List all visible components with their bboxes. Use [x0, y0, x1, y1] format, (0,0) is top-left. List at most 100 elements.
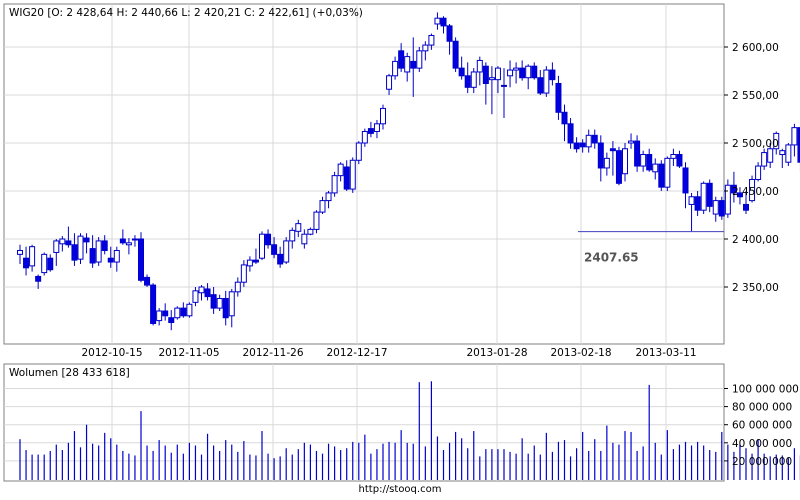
candle [501, 68, 507, 119]
candle-body [609, 148, 616, 152]
candle [585, 129, 592, 153]
candle [186, 302, 193, 318]
candle [349, 157, 356, 193]
candle-body [688, 196, 695, 205]
candle [65, 226, 72, 248]
candle [664, 156, 671, 191]
candle [283, 237, 290, 264]
candle-body [622, 148, 628, 175]
candle [246, 256, 253, 272]
candle-body [591, 134, 598, 144]
candle-body [519, 67, 526, 79]
candle [386, 73, 393, 95]
candle [325, 191, 332, 209]
candle-body [23, 257, 30, 269]
candle [507, 60, 514, 88]
candle [95, 237, 102, 266]
candle [482, 62, 489, 105]
candle [41, 252, 48, 276]
candle-body [210, 294, 217, 309]
candle-body [718, 200, 725, 217]
candle-body [543, 69, 550, 94]
candle-body [488, 77, 495, 81]
candle-body [446, 25, 453, 42]
candle-body [113, 250, 120, 263]
candle-body [773, 132, 780, 150]
source-link[interactable]: http://stooq.com [358, 484, 442, 495]
candle [174, 306, 181, 320]
candle-body [398, 50, 405, 69]
price-x-tick-label: 2012-12-17 [326, 347, 387, 359]
candle-body [652, 163, 659, 173]
volume-gridlines [4, 364, 724, 481]
candle [743, 191, 749, 215]
candle-body [767, 148, 774, 163]
candle-body [410, 60, 417, 69]
candle-body [180, 307, 187, 317]
candle [156, 308, 163, 326]
candle [361, 128, 368, 147]
candle-body [743, 203, 749, 211]
candle [712, 196, 719, 222]
candle-body [513, 67, 520, 71]
candle [29, 244, 36, 272]
candle [343, 160, 350, 191]
candle [295, 219, 302, 238]
candle [567, 118, 574, 149]
candle [646, 148, 653, 172]
candle-body [313, 211, 320, 230]
candle-body [749, 178, 756, 202]
candle [210, 287, 217, 314]
candle [634, 135, 641, 172]
candle-body [476, 59, 483, 73]
price-x-tick-label: 2012-10-15 [81, 347, 142, 359]
candle [162, 303, 169, 321]
candle-body [355, 142, 362, 161]
candle-body [440, 17, 447, 27]
candle-body [198, 286, 205, 294]
volume-y-axis: 20 000 000 40 000 000 60 000 000 80 000 000… [724, 384, 799, 468]
candle-body [168, 317, 175, 324]
price-x-tick-label: 2013-01-28 [466, 347, 527, 359]
candle [458, 56, 465, 80]
candle [59, 236, 66, 252]
candle-body [150, 284, 157, 324]
candle [240, 260, 247, 287]
candle [640, 150, 647, 172]
volume-y-tick-label: 60 000 000 [732, 420, 792, 432]
volume-bars [19, 381, 800, 480]
candle [404, 52, 411, 82]
candle [131, 235, 138, 247]
candle [434, 12, 441, 30]
candle [464, 62, 471, 94]
candle [658, 160, 665, 191]
candle-body [361, 130, 368, 144]
candle [17, 244, 23, 264]
candle-body [482, 65, 489, 84]
candle [422, 41, 429, 61]
price-y-tick-label: 2 500,00 [732, 138, 779, 150]
candle [615, 146, 622, 186]
candle-body [434, 17, 441, 25]
candle [398, 43, 405, 72]
candle [525, 64, 532, 90]
candle-body [222, 298, 229, 319]
candle [271, 237, 278, 259]
price-y-tick-label: 2 350,00 [732, 282, 779, 294]
candle-body [29, 246, 36, 267]
candle [168, 310, 175, 331]
candle-body [628, 140, 635, 144]
candle [138, 232, 144, 283]
candle [622, 143, 628, 182]
candle-body [295, 223, 302, 232]
candle [23, 246, 30, 276]
candle-body [555, 82, 562, 113]
candle [252, 248, 259, 264]
candle [355, 141, 362, 165]
candle [192, 287, 199, 307]
candle [319, 196, 326, 215]
volume-chart-title: Wolumen [28 433 618] [9, 367, 130, 379]
candle-body [307, 228, 314, 235]
candle-body [349, 159, 356, 190]
candle-body [343, 166, 350, 190]
